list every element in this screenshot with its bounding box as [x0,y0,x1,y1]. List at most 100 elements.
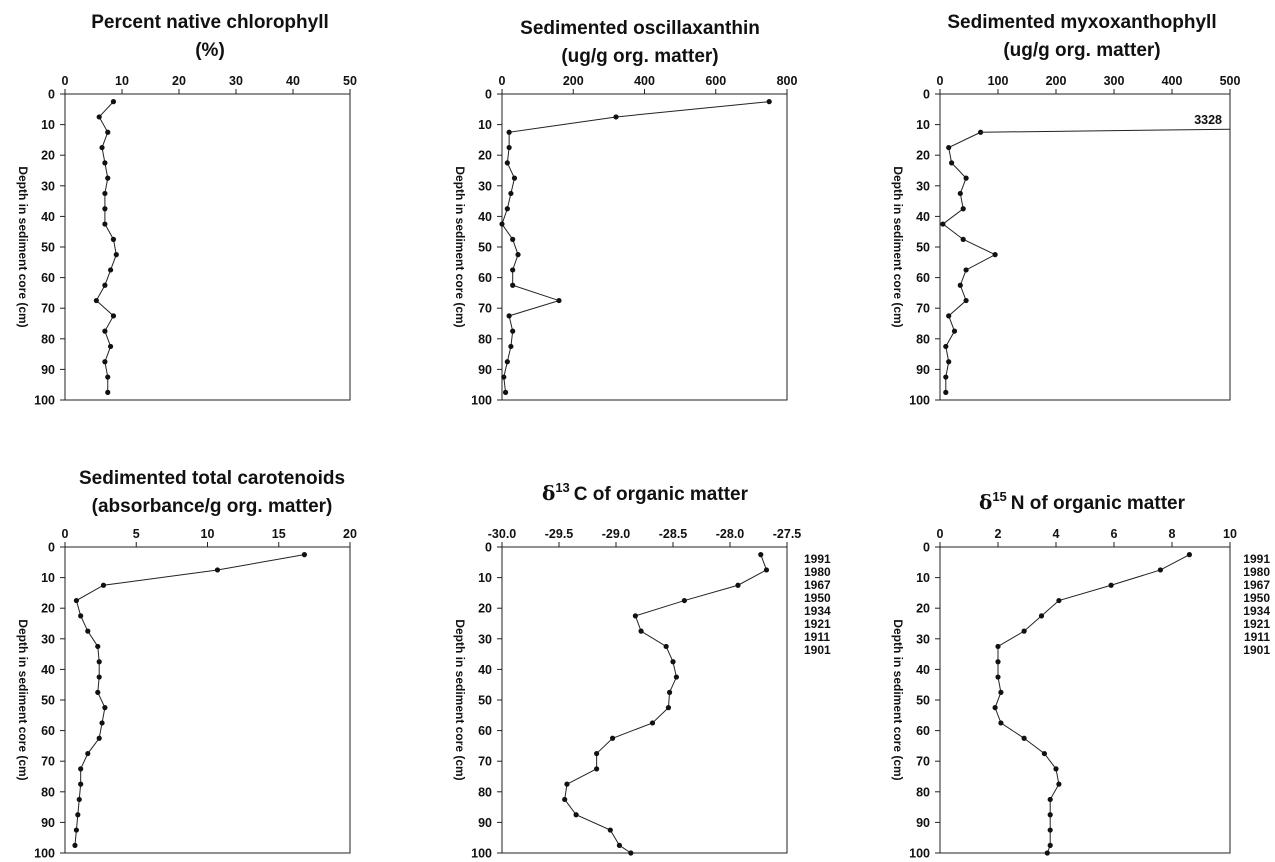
data-point [594,750,600,757]
year-label: 1921 [804,617,831,631]
title-isotope-superscript: 13 [555,480,569,495]
title-text: C of organic matter [574,484,749,505]
data-point [504,206,510,212]
x-tick-label: 300 [1104,74,1125,88]
data-point [506,144,512,151]
data-point [562,796,568,803]
data-point [632,613,638,619]
x-tick-label: 500 [1220,74,1241,88]
y-tick-label: 10 [916,571,930,585]
year-label: 1980 [1243,565,1270,579]
data-point [638,628,644,634]
y-tick-label: 90 [478,816,492,830]
data-point [616,842,623,848]
x-tick-label: 800 [777,74,798,88]
y-tick-label: 100 [34,394,55,408]
data-point [102,221,108,227]
chart-panel-3: Sedimented myxoxanthophyll (ug/g org. mat… [891,12,1240,408]
chart-title: Sedimented myxoxanthophyll [947,12,1216,33]
y-axis-label: Depth in sediment core (cm) [16,166,30,327]
data-point [301,552,307,558]
y-axis-label: Depth in sediment core (cm) [891,619,905,780]
y-tick-label: 80 [478,785,492,799]
data-point [949,160,955,166]
y-tick-label: 50 [478,694,492,708]
data-point [102,328,108,334]
data-point [943,343,949,350]
x-tick-label: 20 [343,527,357,541]
y-tick-label: 50 [41,241,55,255]
data-point [102,705,108,711]
data-point [951,328,958,334]
y-tick-label: 10 [41,571,55,585]
plot-frame [501,93,788,401]
data-point [992,252,998,258]
data-point [85,628,91,634]
data-point [96,114,102,120]
data-point [96,674,102,680]
series-line [95,101,117,393]
y-tick-label: 10 [41,118,55,132]
y-tick-label: 10 [478,571,492,585]
data-point [499,221,505,227]
y-tick-label: 60 [916,271,930,285]
chart-panel-2: Sedimented oscillaxanthin (ug/g org. matt… [453,18,797,408]
x-tick-label: -30.0 [488,527,517,541]
y-axis-label: Depth in sediment core (cm) [16,619,30,780]
data-point [110,99,117,105]
data-point [943,374,949,380]
y-tick-label: 70 [478,755,492,769]
series-line [501,101,770,393]
data-point [508,343,514,350]
y-tick-label: 60 [478,724,492,738]
y-tick-label: 30 [41,632,55,646]
y-tick-label: 20 [41,149,55,163]
y-tick-label: 100 [909,847,930,861]
y-tick-label: 60 [916,724,930,738]
year-label: 1901 [1243,643,1270,657]
data-point [75,812,81,818]
data-point [113,252,119,258]
data-point [735,582,741,588]
y-tick-label: 40 [41,210,55,224]
y-tick-label: 100 [909,394,930,408]
y-tick-label: 70 [478,302,492,316]
data-point [564,781,570,787]
y-axis-label: Depth in sediment core (cm) [453,166,467,327]
data-point [73,827,79,833]
y-tick-label: 30 [916,179,930,193]
x-tick-label: 400 [1162,74,1183,88]
y-tick-label: 0 [923,541,930,555]
data-point [506,129,512,135]
y-tick-label: 10 [478,118,492,132]
data-point [943,389,949,395]
data-point [96,735,102,741]
y-tick-label: 90 [41,363,55,377]
data-point [666,689,673,695]
x-tick-label: 2 [995,527,1002,541]
x-tick-label: 50 [343,74,357,88]
data-point [628,850,634,856]
year-label: 1967 [1243,578,1270,592]
y-tick-label: 100 [471,847,492,861]
y-tick-label: 50 [478,241,492,255]
x-tick-label: 0 [937,527,944,541]
data-point [946,359,952,365]
data-point [510,328,516,334]
data-point [85,750,91,757]
year-label: 1980 [804,565,831,579]
data-point [102,190,108,197]
x-tick-label: 200 [563,74,584,88]
data-point [508,190,514,197]
data-point [102,160,108,166]
data-point [95,689,101,695]
x-tick-label: 0 [62,74,69,88]
y-tick-label: 0 [923,88,930,102]
data-point [1021,628,1027,634]
data-point [998,689,1004,695]
data-point [1038,613,1045,619]
chart-subtitle: (absorbance/g org. matter) [92,496,333,517]
chart-panel-1: Percent native chlorophyll (%) 0 10 20 30 40 50… [16,12,357,408]
data-point [963,267,969,273]
y-tick-label: 60 [41,724,55,738]
